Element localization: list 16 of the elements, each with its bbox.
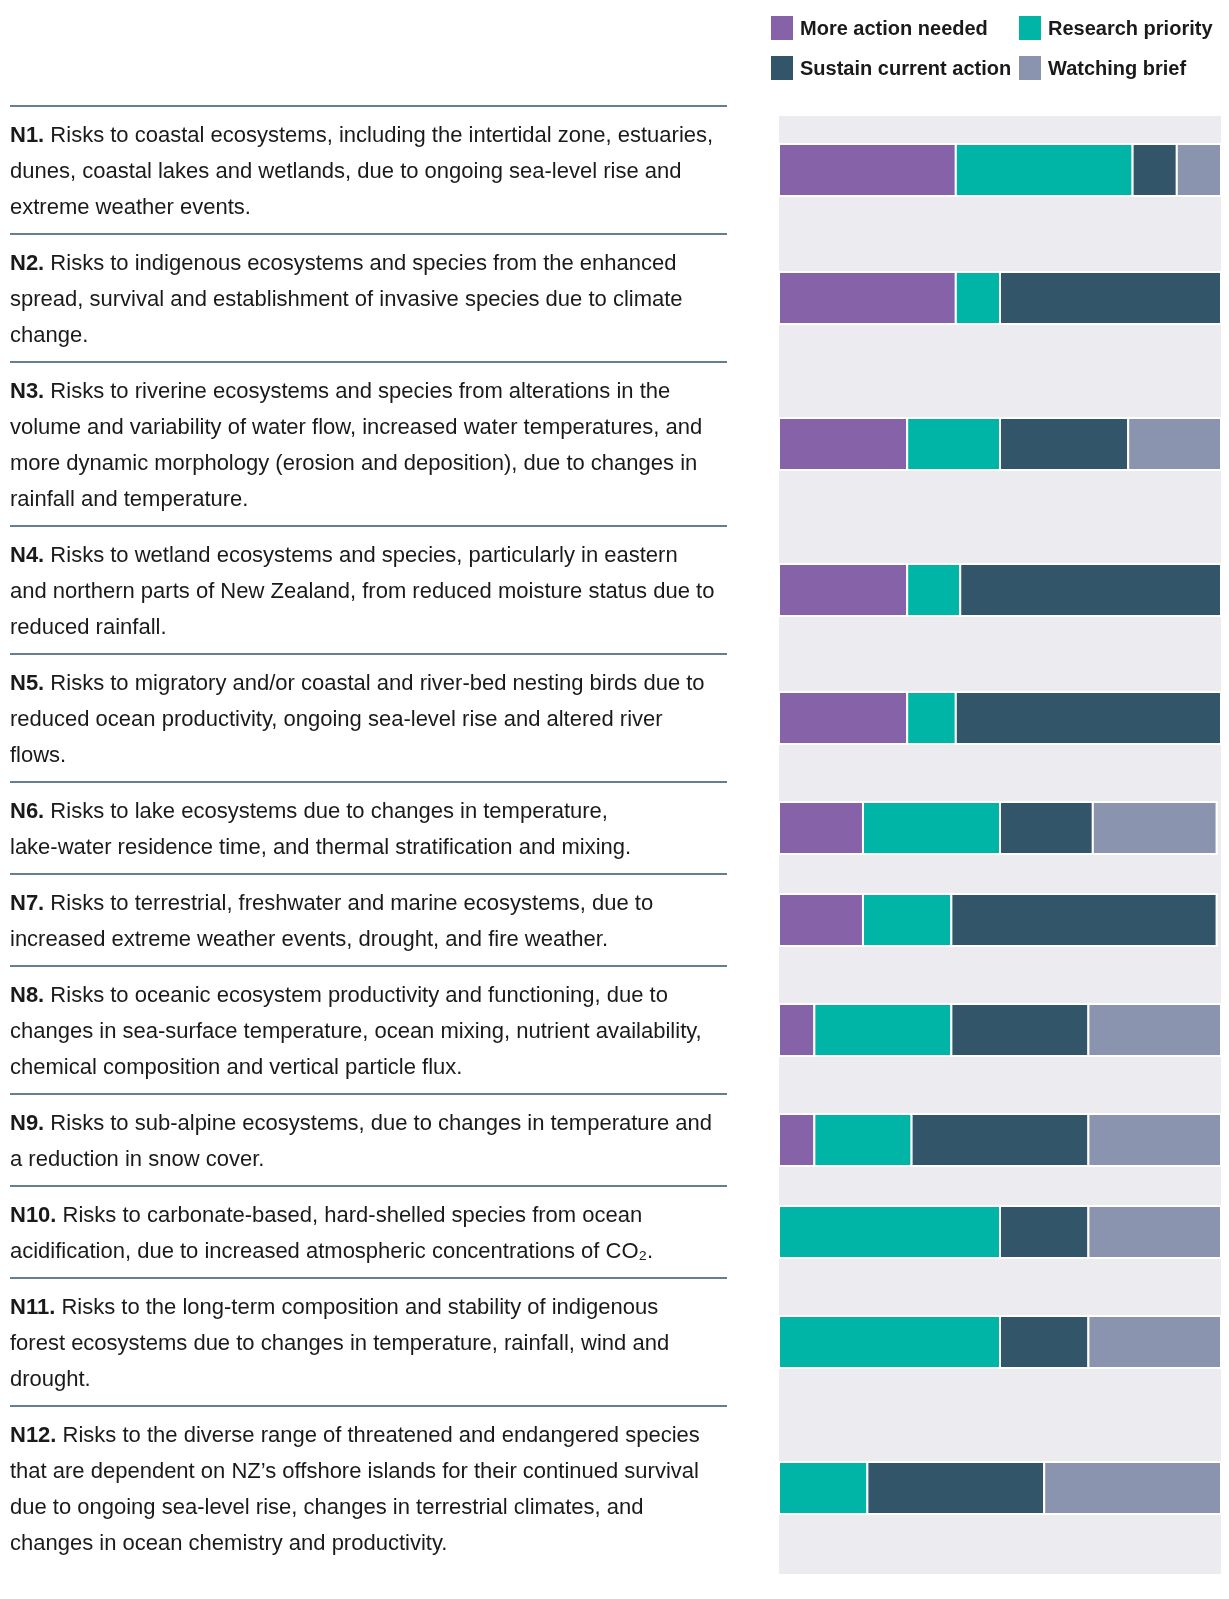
y-tick-label: N3. Risks to riverine ecosystems and species from alterations in the volume and variability of water flow, increased water temperatures, and more dynamic morphology (erosion and deposition), due to changes in rainfall and temperature. bbox=[10, 378, 703, 511]
y-tick-label: N7. Risks to terrestrial, freshwater and marine ecosystems, due to increased extreme weather events, drought, and fire weather. bbox=[10, 890, 654, 951]
y-tick-label: N11. Risks to the long-term composition and stability of indigenous forest ecosystems due to changes in temperature, rainfall, wind and drought. bbox=[10, 1294, 670, 1391]
y-tick-label: N8. Risks to oceanic ecosystem productivity and functioning, due to changes in sea-surface temperature, ocean mixing, nutrient availability, chemical composition and vertical particle flux. bbox=[10, 982, 702, 1079]
legend-label: More action needed bbox=[800, 17, 988, 39]
y-tick-label: N10. Risks to carbonate-based, hard-shelled species from ocean acidification, due to increased atmospheric concentrations of CO₂. bbox=[10, 1202, 654, 1263]
legend-label: Research priority bbox=[1048, 17, 1214, 39]
y-tick-label: N6. Risks to lake ecosystems due to changes in temperature, lake-water residence time, and thermal stratification and mixing. bbox=[10, 798, 632, 859]
y-tick-label: N4. Risks to wetland ecosystems and species, particularly in eastern and northern parts of New Zealand, from reduced moisture status due to reduced rainfall. bbox=[10, 542, 715, 639]
y-tick-label: N1. Risks to coastal ecosystems, including the intertidal zone, estuaries, dunes, coastal lakes and wetlands, due to ongoing sea-level rise and extreme weather events. bbox=[10, 122, 714, 219]
y-tick-label: N12. Risks to the diverse range of threatened and endangered species that are dependent on NZ’s offshore islands for their continued survival due to ongoing sea-level rise, changes in terrestrial climates, and changes in ocean chemistry and productivity. bbox=[10, 1422, 700, 1555]
legend-label: Sustain current action bbox=[800, 57, 1012, 79]
legend-label: Watching brief bbox=[1048, 57, 1187, 79]
y-tick-label: N9. Risks to sub-alpine ecosystems, due to changes in temperature and a reduction in snow cover. bbox=[10, 1110, 712, 1171]
y-tick-label: N5. Risks to migratory and/or coastal and river-bed nesting birds due to reduced ocean productivity, ongoing sea-level rise and altered river flows. bbox=[10, 670, 705, 767]
y-tick-label: N2. Risks to indigenous ecosystems and species from the enhanced spread, survival and establishment of invasive species due to climate change. bbox=[10, 250, 683, 347]
